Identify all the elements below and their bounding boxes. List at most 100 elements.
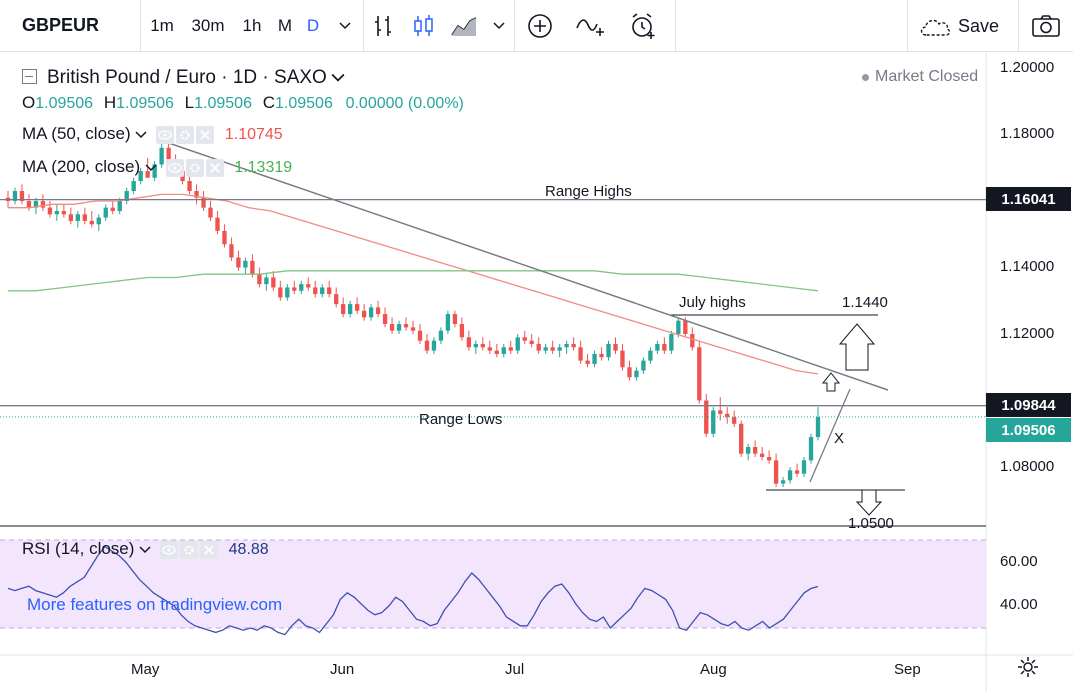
- interval-30m[interactable]: 30m: [191, 15, 225, 35]
- chevron-down-icon[interactable]: [139, 546, 151, 554]
- candle-body: [26, 201, 32, 208]
- candle-body: [292, 287, 297, 291]
- save-button[interactable]: Save: [918, 0, 999, 52]
- rsi-axis-label: 40.00: [1000, 596, 1038, 613]
- eye-icon[interactable]: [156, 125, 175, 144]
- add-indicator-icon[interactable]: [515, 0, 565, 52]
- chart-title-row: British Pound / Euro · 1D · SAXO: [22, 67, 345, 89]
- arrow-up-small-icon: [821, 372, 841, 392]
- candle-body: [201, 197, 206, 208]
- candle-body: [815, 417, 821, 438]
- price-axis-label: 1.20000: [1000, 59, 1055, 76]
- toolbar: GBPEUR 1m 30m 1h M D Save: [0, 0, 1073, 52]
- candle-body: [431, 340, 437, 351]
- alarm-clock-icon[interactable]: [617, 0, 669, 52]
- ma50-label: MA (50, close): [22, 124, 131, 143]
- price-axis-label: 1.14000: [1000, 258, 1055, 275]
- interval-1h[interactable]: 1h: [242, 15, 262, 35]
- bar-chart-icon[interactable]: [364, 0, 404, 52]
- candle-body: [690, 334, 695, 348]
- candle-body: [424, 340, 430, 351]
- candle-body: [215, 217, 220, 231]
- range-lows-label: Range Lows: [419, 411, 503, 428]
- chart-title: British Pound / Euro · 1D · SAXO: [47, 67, 327, 88]
- settings-gear-icon[interactable]: [1016, 655, 1040, 679]
- chevron-down-icon[interactable]: [135, 131, 147, 139]
- camera-icon[interactable]: [1018, 0, 1073, 52]
- candle-body: [683, 320, 688, 334]
- candle-body: [536, 343, 541, 351]
- candle-body: [759, 453, 765, 458]
- area-chart-icon[interactable]: [444, 0, 484, 52]
- eye-icon[interactable]: [165, 158, 184, 177]
- gear-icon[interactable]: [185, 158, 204, 177]
- candle-body: [396, 324, 402, 331]
- candle-body: [697, 347, 702, 401]
- collapse-icon[interactable]: [22, 69, 37, 84]
- interval-month[interactable]: M: [277, 15, 293, 35]
- candle-body: [599, 353, 604, 358]
- ohlc-h-label: H: [103, 93, 117, 112]
- x-label: X: [834, 430, 845, 447]
- candle-body: [166, 147, 171, 162]
- candle-body: [801, 460, 807, 474]
- candle-body: [138, 171, 143, 182]
- interval-day[interactable]: D: [306, 15, 320, 35]
- chart-canvas[interactable]: [0, 53, 1073, 691]
- candle-body: [648, 350, 653, 361]
- candle-body: [243, 260, 248, 268]
- close-icon[interactable]: [199, 540, 218, 559]
- candle-body: [250, 260, 255, 275]
- ohlc-close: 1.09506: [275, 95, 333, 112]
- chevron-down-icon[interactable]: [484, 0, 514, 52]
- candle-body: [557, 347, 562, 351]
- interval-1m[interactable]: 1m: [150, 15, 174, 35]
- close-icon[interactable]: [196, 125, 215, 144]
- watermark-link[interactable]: More features on tradingview.com: [27, 595, 283, 614]
- candle-body: [613, 343, 618, 351]
- candle-body: [159, 147, 164, 165]
- candle-body: [354, 304, 360, 311]
- ohlc-c-label: C: [262, 93, 275, 112]
- candle-body: [285, 287, 290, 298]
- candle-body: [313, 287, 318, 295]
- july-highs-label: July highs: [679, 294, 746, 311]
- candle-body: [655, 343, 660, 351]
- candle-body: [347, 304, 353, 315]
- candle-body: [508, 347, 513, 351]
- market-status-label: Market Closed: [875, 68, 979, 85]
- candle-body: [257, 274, 262, 285]
- candle-body: [739, 423, 744, 454]
- chevron-down-icon[interactable]: [331, 73, 345, 83]
- chevron-down-icon[interactable]: [327, 0, 363, 52]
- candle-body: [564, 343, 569, 348]
- time-axis-label: Sep: [894, 661, 921, 678]
- ma50-legend: MA (50, close) 1.10745: [22, 124, 283, 144]
- candle-body: [718, 410, 723, 414]
- candle-body: [96, 217, 101, 225]
- candle-body: [487, 347, 492, 351]
- candle-body: [334, 294, 339, 305]
- time-axis-label: Jun: [330, 661, 355, 678]
- chevron-down-icon[interactable]: [145, 164, 157, 172]
- candle-body: [515, 337, 520, 351]
- ma200-label: MA (200, close): [22, 157, 141, 176]
- eye-icon[interactable]: [159, 540, 178, 559]
- compare-icon[interactable]: [565, 0, 617, 52]
- arrow-up-icon: [838, 323, 876, 371]
- rsi-legend: RSI (14, close) 48.88: [22, 539, 269, 559]
- candle-body: [152, 164, 157, 178]
- candle-body: [620, 350, 625, 368]
- candle-body: [271, 277, 276, 288]
- candles-icon[interactable]: [404, 0, 444, 52]
- symbol-search[interactable]: GBPEUR: [22, 15, 100, 35]
- candle-body: [459, 324, 465, 338]
- gear-icon[interactable]: [176, 125, 195, 144]
- candle-body: [592, 353, 597, 364]
- candle-body: [82, 214, 87, 221]
- candle-body: [766, 457, 772, 461]
- candle-body: [236, 257, 241, 268]
- gear-icon[interactable]: [179, 540, 198, 559]
- candle-body: [480, 343, 485, 348]
- close-icon[interactable]: [205, 158, 224, 177]
